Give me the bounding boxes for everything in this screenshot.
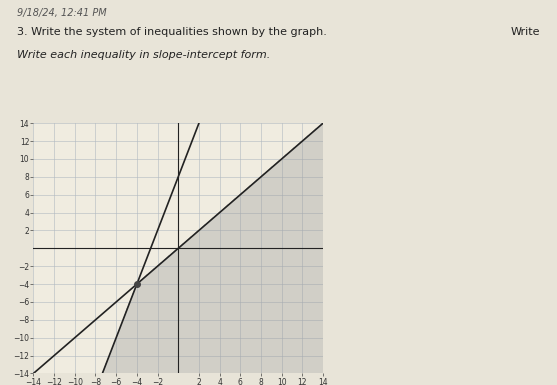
Text: 9/18/24, 12:41 PM: 9/18/24, 12:41 PM bbox=[17, 8, 106, 18]
Text: 3. Write the system of inequalities shown by the graph.: 3. Write the system of inequalities show… bbox=[17, 27, 326, 37]
Text: Write each inequality in slope-intercept form.: Write each inequality in slope-intercept… bbox=[17, 50, 270, 60]
Text: Write: Write bbox=[511, 27, 540, 37]
